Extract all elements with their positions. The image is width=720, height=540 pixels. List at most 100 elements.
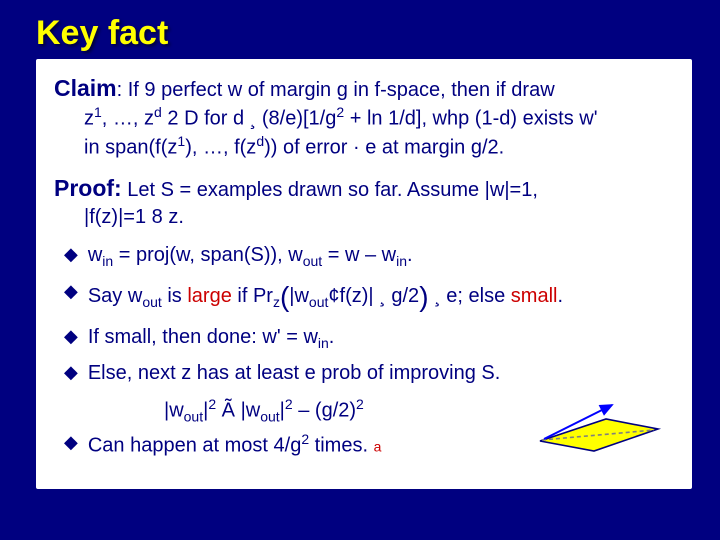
bullet-icon: ◆ — [64, 324, 78, 349]
b2d: |w — [289, 285, 309, 307]
claim-l3b: (z — [161, 137, 178, 159]
claim-l1b: in — [348, 79, 375, 101]
claim-l2c: 2 D for d ¸ (8/ — [162, 108, 285, 130]
claim-line3: in span(f(z1), …, f(zd)) of error · e at… — [54, 132, 674, 161]
b2b: is — [162, 285, 188, 307]
b2f: (z)| ¸ — [345, 285, 391, 307]
b2g: /2 — [403, 285, 420, 307]
proof-line2: |f(z)|=1 8 z. — [54, 204, 674, 230]
claim-sup1: 1 — [94, 104, 102, 120]
b5-red-a: a — [374, 438, 382, 454]
claim-l3g: /2. — [482, 137, 504, 159]
bullet-1-text: win = proj(w, span(S)), wout = w – win. — [88, 242, 674, 270]
claim-l2d: )[1/ — [296, 108, 325, 130]
b5b: times. — [309, 434, 373, 456]
claim-eps-1: e — [285, 108, 296, 130]
eq-out1: out — [184, 408, 203, 424]
b2-small: small — [511, 285, 558, 307]
bullet-icon: ◆ — [64, 360, 78, 385]
claim-l1a: : If 9 perfect w of margin — [117, 79, 337, 101]
claim-l2f: + ln 1/ — [344, 108, 405, 130]
bullet-1: ◆ win = proj(w, span(S)), wout = w – win… — [54, 242, 674, 270]
b1b: = proj(w, span(S)), w — [113, 244, 303, 266]
b1-out: out — [303, 253, 322, 269]
b2c: if Pr — [232, 285, 273, 307]
b1-in2: in — [396, 253, 407, 269]
b2-large: large — [187, 285, 231, 307]
claim-l3f: at margin — [376, 137, 470, 159]
b2-gamma: g — [391, 285, 402, 307]
claim-lead: Claim — [54, 75, 117, 101]
slide: Key fact Claim: If 9 perfect w of margin… — [0, 0, 720, 540]
bullet-2-text: Say wout is large if Prz(|wout¢f(z)| ¸ g… — [88, 279, 674, 316]
b2-z: z — [273, 294, 280, 310]
claim-l2g: ], whp (1- — [416, 108, 499, 130]
b4a: Else, next z has at least — [88, 362, 305, 384]
b2-eps: e — [446, 285, 457, 307]
b2-out2: out — [309, 294, 328, 310]
claim-l2h: ) exists w' — [510, 108, 597, 130]
b2e: ¢ — [328, 285, 339, 307]
slide-title: Key fact — [36, 14, 692, 53]
claim-gamma-2: g — [325, 108, 336, 130]
proof-l2b: (z)|=1 8 z. — [95, 206, 184, 228]
claim-l3c: ), …, — [185, 137, 234, 159]
claim-z: z — [84, 108, 94, 130]
proof-lead: Proof: — [54, 175, 122, 201]
claim-gamma-3: g — [471, 137, 482, 159]
bullet-2: ◆ Say wout is large if Prz(|wout¢f(z)| ¸… — [54, 279, 674, 316]
claim-l1c: -space, then if draw — [380, 79, 555, 101]
claim-line2: z1, …, zd 2 D for d ¸ (8/e)[1/g2 + ln 1/… — [54, 103, 674, 132]
content-box: Claim: If 9 perfect w of margin g in f-s… — [36, 59, 692, 489]
b3-in: in — [318, 335, 329, 351]
b2h: ¸ — [429, 285, 447, 307]
bullet-icon: ◆ — [64, 430, 78, 455]
b2j: . — [557, 285, 563, 307]
claim-l3e: )) of error · — [264, 137, 365, 159]
eq-sup3: 2 — [356, 396, 364, 412]
b1d: . — [407, 244, 413, 266]
b5a: Can happen at most 4/ — [88, 434, 290, 456]
b5-gamma: g — [290, 434, 301, 456]
proof-block: Proof: Let S = examples drawn so far. As… — [54, 173, 674, 230]
claim-block: Claim: If 9 perfect w of margin g in f-s… — [54, 73, 674, 161]
claim-gamma-1: g — [337, 79, 348, 101]
b1a: w — [88, 244, 102, 266]
claim-l3d: (z — [240, 137, 257, 159]
proof-l1: Let S = examples drawn so far. Assume |w… — [122, 179, 538, 201]
b2-lp: ( — [280, 281, 289, 312]
claim-supd: d — [154, 104, 162, 120]
claim-l2b: , …, z — [102, 108, 154, 130]
bullet-3-text: If small, then done: w' = win. — [88, 324, 674, 352]
bullet-icon: ◆ — [64, 242, 78, 267]
b5-sup: 2 — [301, 431, 309, 447]
claim-l3a: in span( — [84, 137, 155, 159]
b4-eps: e — [305, 362, 316, 384]
bullet-3: ◆ If small, then done: w' = win. — [54, 324, 674, 352]
b3: If small, then done: w' = w — [88, 326, 318, 348]
claim-eps-2: e — [365, 137, 376, 159]
eq-sup2: 2 — [285, 396, 293, 412]
eq-out2: out — [260, 408, 279, 424]
b2i: ; else — [457, 285, 510, 307]
b1-in: in — [102, 253, 113, 269]
b2-rp: ) — [419, 281, 428, 312]
bullet-4-text: Else, next z has at least e prob of impr… — [88, 360, 674, 386]
bullet-icon: ◆ — [64, 279, 78, 304]
bullet-4: ◆ Else, next z has at least e prob of im… — [54, 360, 674, 386]
eq-gamma: g — [322, 399, 333, 421]
b4b: prob of improving S. — [316, 362, 501, 384]
b2-out: out — [142, 294, 161, 310]
b1c: = w – w — [322, 244, 396, 266]
claim-delta-1: d — [405, 108, 416, 130]
b2a: Say w — [88, 285, 142, 307]
projection-diagram — [534, 399, 664, 455]
claim-delta-2: d — [499, 108, 510, 130]
claim-l2e: 2 — [336, 104, 344, 120]
claim-supdb: d — [256, 133, 264, 149]
eq-sup1: 2 — [208, 396, 216, 412]
eq-a: |w — [164, 399, 184, 421]
eq-f: /2) — [333, 399, 356, 421]
b3b: . — [329, 326, 335, 348]
eq-e: – ( — [293, 399, 322, 421]
